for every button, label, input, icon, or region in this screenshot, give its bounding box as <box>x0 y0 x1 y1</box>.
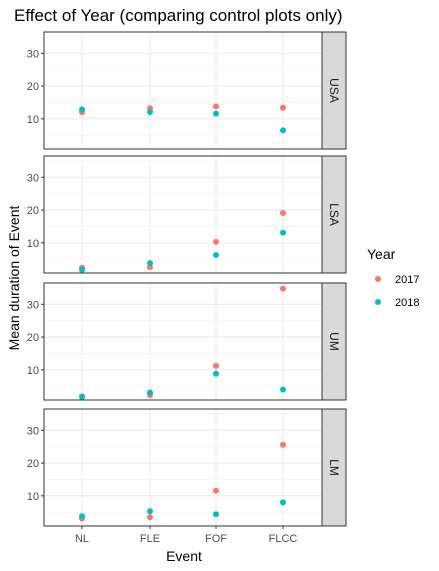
x-axis-title: Event <box>166 548 202 564</box>
facet-strip-label: USA <box>327 78 341 103</box>
chart-title: Effect of Year (comparing control plots … <box>14 6 343 25</box>
legend-label-2017: 2017 <box>395 274 419 286</box>
data-point-2018-nl <box>79 266 85 273</box>
facet-strip <box>321 282 347 401</box>
data-point-2017-flcc <box>280 285 286 292</box>
facet-panel-lm: 10 20 30 LM <box>27 408 347 527</box>
y-tick-label: 20 <box>27 81 39 93</box>
x-tick-label: FLE <box>140 533 160 545</box>
x-axis: NL FLE FOF FLCC <box>75 526 297 545</box>
y-tick-label: 20 <box>27 332 39 344</box>
data-point-2017-fle <box>147 514 153 521</box>
data-point-2018-nl <box>79 394 85 401</box>
legend: Year 2017 2018 <box>367 246 419 309</box>
data-point-2018-flcc <box>280 499 286 506</box>
x-tick-label: NL <box>75 533 89 545</box>
y-tick-label: 30 <box>27 48 39 60</box>
data-point-2018-flcc <box>280 127 286 134</box>
data-point-2017-flcc <box>280 441 286 448</box>
x-tick-label: FLCC <box>269 533 298 545</box>
facet-strip <box>321 31 347 150</box>
data-point-2017-fof <box>213 103 219 110</box>
data-point-2018-fof <box>213 251 219 258</box>
facets-layer: 10 20 30 USA 10 20 30 LSA 10 20 30 UM 10 20 30 LM <box>27 31 347 527</box>
panel-background <box>44 156 322 273</box>
legend-key-2017 <box>375 276 381 282</box>
data-point-2018-fle <box>147 108 153 115</box>
data-point-2017-flcc <box>280 210 286 217</box>
y-tick-label: 20 <box>27 458 39 470</box>
y-axis-title: Mean duration of Event <box>6 206 22 351</box>
data-point-2018-nl <box>79 106 85 113</box>
y-tick-label: 30 <box>27 299 39 311</box>
facet-strip <box>321 408 347 527</box>
y-tick-label: 10 <box>27 365 39 377</box>
facet-strip-label: UM <box>327 332 341 351</box>
data-point-2018-flcc <box>280 229 286 236</box>
legend-title: Year <box>367 246 396 262</box>
data-point-2018-flcc <box>280 386 286 393</box>
data-point-2018-fof <box>213 370 219 377</box>
facet-panel-um: 10 20 30 UM <box>27 282 347 401</box>
data-point-2018-fof <box>213 511 219 518</box>
panel-background <box>44 32 322 149</box>
facet-strip <box>321 155 347 274</box>
facet-panel-lsa: 10 20 30 LSA <box>27 155 347 274</box>
data-point-2017-fof <box>213 487 219 494</box>
y-tick-label: 30 <box>27 425 39 437</box>
y-tick-label: 30 <box>27 172 39 184</box>
facet-strip-label: LM <box>327 459 341 476</box>
data-point-2018-fle <box>147 508 153 515</box>
data-point-2017-fof <box>213 362 219 369</box>
facet-panel-usa: 10 20 30 USA <box>27 31 347 150</box>
data-point-2018-fof <box>213 110 219 117</box>
data-point-2017-fof <box>213 238 219 245</box>
y-tick-label: 10 <box>27 114 39 126</box>
legend-key-2018 <box>375 299 381 305</box>
data-point-2018-nl <box>79 513 85 520</box>
panel-background <box>44 409 322 526</box>
y-tick-label: 10 <box>27 238 39 250</box>
data-point-2018-fle <box>147 260 153 267</box>
facet-strip-label: LSA <box>327 203 341 226</box>
y-tick-label: 20 <box>27 205 39 217</box>
panel-background <box>44 283 322 400</box>
data-point-2017-flcc <box>280 104 286 111</box>
y-tick-label: 10 <box>27 491 39 503</box>
legend-label-2018: 2018 <box>395 297 419 309</box>
x-tick-label: FOF <box>205 533 227 545</box>
data-point-2018-fle <box>147 389 153 396</box>
